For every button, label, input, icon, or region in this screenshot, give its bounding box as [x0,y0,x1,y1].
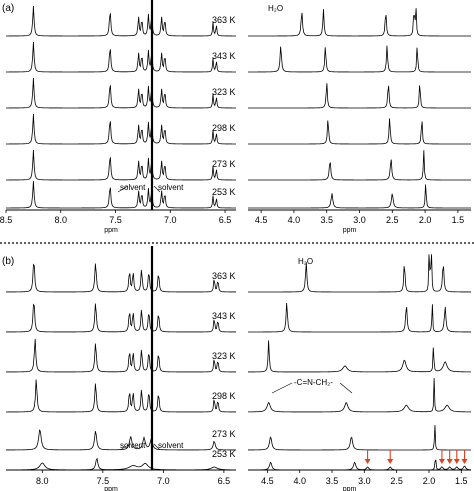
temperature-label: 323 K [212,87,236,97]
spectrum-trace [248,425,471,451]
imine-leader [339,382,353,394]
red-arrow-head-icon [438,459,445,464]
x-tick-label: 4.0 [293,476,306,486]
spectrum-trace [6,457,237,471]
panel-b: (b) 8.0 7.5 7.0 6.5 4.5 4.0 3.5 3.0 2.5 2.0 1.5 ppm… [2,246,472,491]
x-tick-label: 2.5 [386,215,399,225]
x-tick-label: 2.0 [419,215,432,225]
solvent-leader [153,185,161,193]
solvent-annotation: solvent [120,183,146,192]
x-tick-label: 4.5 [255,215,268,225]
x-tick-label: 8.5 [0,215,12,225]
spectrum-trace [248,8,471,37]
temperature-label: 343 K [212,311,236,321]
spectrum-trace [248,184,471,209]
spectrum-trace [6,6,236,37]
red-arrow-head-icon [387,459,394,464]
red-arrow-head-icon [453,459,460,464]
red-arrow-head-icon [364,459,371,464]
spectrum-trace [248,254,471,293]
x-axis-title: ppm [343,227,357,234]
x-tick-label: 3.0 [358,476,371,486]
solvent-leader [153,443,161,451]
spectrum-trace [6,263,236,293]
panel-a: (a) 8.5 8.0 7.5 7.0 6.5 4.5 4.0 3.5 3.0 2.5 2.0 1.5… [0,0,471,234]
water-annotation: H₂O [268,4,283,13]
temperature-label: 273 K [212,159,236,169]
x-tick-label: 7.5 [97,476,110,486]
x-axis-title: ppm [104,486,118,491]
temperature-label: 273 K [212,429,236,439]
spectrum-trace [5,181,236,209]
x-tick-label: 2.5 [390,476,403,486]
spectrum-trace [248,118,471,145]
solvent-annotation: solvent [158,183,184,192]
spectrum-trace [6,78,236,109]
x-tick-label: 6.5 [218,476,231,486]
spectrum-trace [248,83,471,109]
spectrum-trace [247,377,471,413]
panel-a-label: (a) [2,3,14,14]
solvent-annotation: solvent [120,441,146,450]
red-arrow-head-icon [461,459,468,464]
spectrum-trace [248,45,471,73]
temperature-label: 253 K [212,449,236,459]
spectrum-trace [6,42,236,73]
imine-annotation: -C=N-CH₂- [294,378,333,387]
solvent-leader [117,185,129,193]
temperature-label: 253 K [212,187,236,197]
x-axis-title: ppm [104,227,118,234]
x-tick-label: 3.5 [320,215,333,225]
spectrum-trace [6,303,236,333]
x-tick-label: 3.5 [326,476,339,486]
x-tick-label: 7.0 [157,476,170,486]
solvent-annotation: solvent [158,441,184,450]
solvent-leader [119,443,131,451]
x-tick-label: 6.5 [219,215,232,225]
x-tick-label: 1.5 [455,476,468,486]
x-tick-label: 2.0 [423,476,436,486]
temperature-label: 363 K [212,15,236,25]
spectrum-trace [248,459,472,471]
red-arrow-head-icon [446,459,453,464]
spectrum-trace [6,114,236,145]
x-tick-label: 3.0 [353,215,366,225]
temperature-label: 323 K [212,351,236,361]
x-tick-label: 8.0 [36,476,49,486]
x-axis-title: ppm [343,486,357,491]
imine-leader [271,382,293,394]
x-tick-label: 1.5 [452,215,465,225]
x-tick-label: 4.0 [288,215,301,225]
temperature-label: 343 K [212,51,236,61]
water-annotation: H₂O [298,257,313,266]
spectrum-trace [248,303,471,333]
temperature-label: 298 K [212,391,236,401]
x-tick-label: 7.5 [109,215,122,225]
temperature-label: 363 K [212,271,236,281]
spectrum-trace [6,379,236,413]
panel-b-label: (b) [2,256,14,267]
x-tick-label: 4.5 [261,476,274,486]
spectrum-trace [248,340,472,373]
x-tick-label: 8.0 [55,215,68,225]
x-tick-label: 7.0 [164,215,177,225]
spectrum-trace [6,150,236,181]
temperature-label: 298 K [212,123,236,133]
spectrum-trace [6,338,236,373]
spectrum-trace [248,150,471,181]
